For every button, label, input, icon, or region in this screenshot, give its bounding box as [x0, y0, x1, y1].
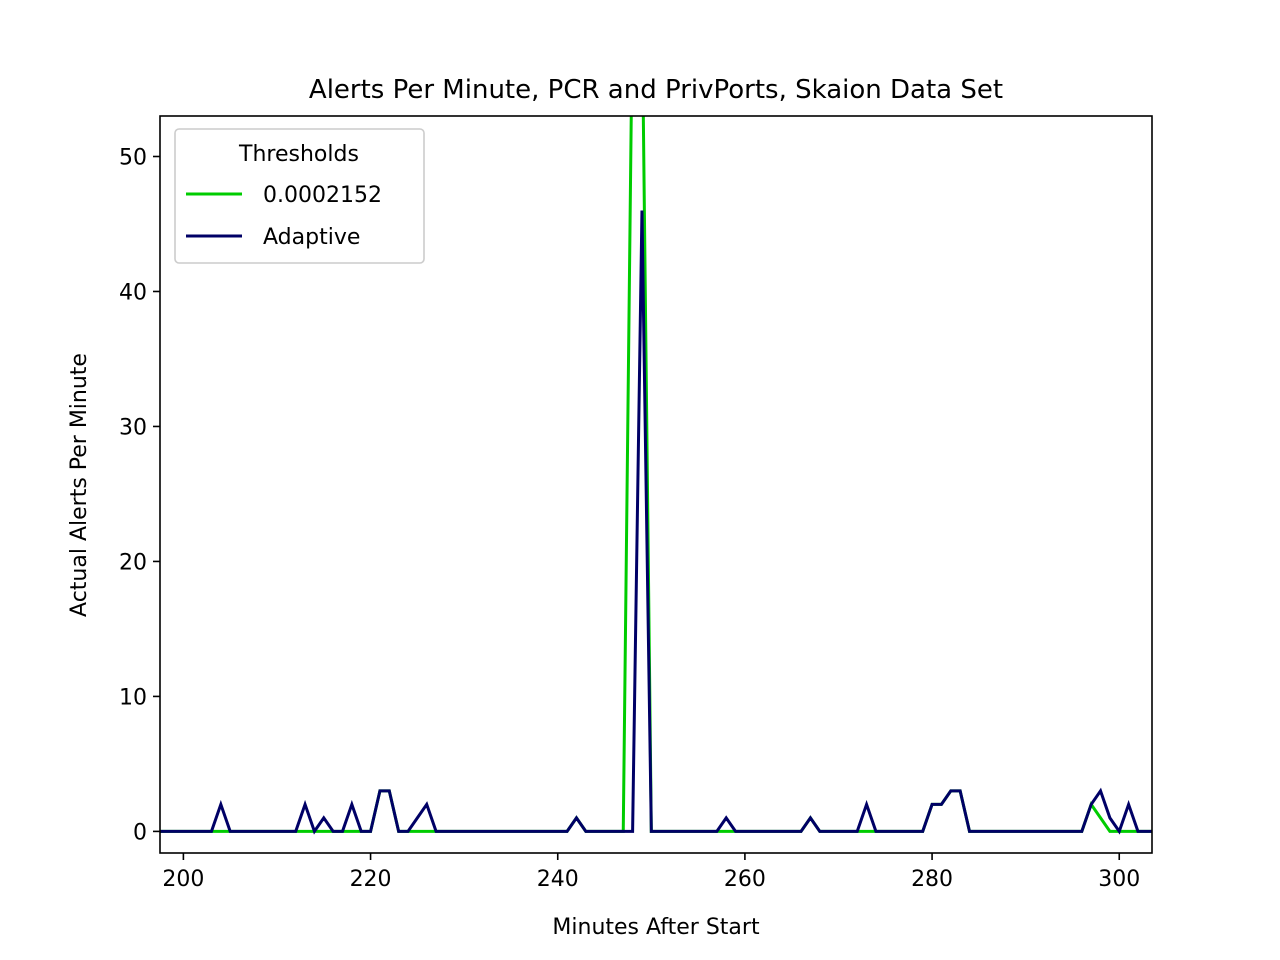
y-tick-label: 0 [133, 820, 147, 845]
x-tick-label: 260 [724, 867, 766, 892]
chart-title: Alerts Per Minute, PCR and PrivPorts, Sk… [309, 75, 1003, 105]
y-axis-title: Actual Alerts Per Minute [67, 353, 92, 617]
x-tick-label: 200 [162, 867, 204, 892]
y-tick-label: 30 [119, 415, 147, 440]
legend: Thresholds 0.0002152 Adaptive [174, 128, 425, 264]
y-tick-label: 10 [119, 685, 147, 710]
x-tick-label: 280 [911, 867, 953, 892]
x-tick-label: 300 [1098, 867, 1140, 892]
legend-title: Thresholds [238, 142, 359, 167]
series-line-adaptive [160, 210, 1152, 835]
series-layer [160, 116, 1152, 835]
x-axis-title: Minutes After Start [552, 915, 760, 940]
legend-box [174, 128, 425, 264]
x-tick-label: 240 [537, 867, 579, 892]
y-tick-label: 20 [119, 550, 147, 575]
y-tick-label: 40 [119, 280, 147, 305]
legend-label-adaptive: Adaptive [263, 225, 360, 250]
legend-label-threshold: 0.0002152 [263, 183, 382, 208]
x-tick-label: 220 [350, 867, 392, 892]
y-tick-label: 50 [119, 145, 147, 170]
x-axis: 200 220 240 260 280 300 [162, 853, 1140, 892]
plot-frame [159, 115, 1153, 854]
y-axis: 0 10 20 30 40 50 [119, 145, 160, 845]
